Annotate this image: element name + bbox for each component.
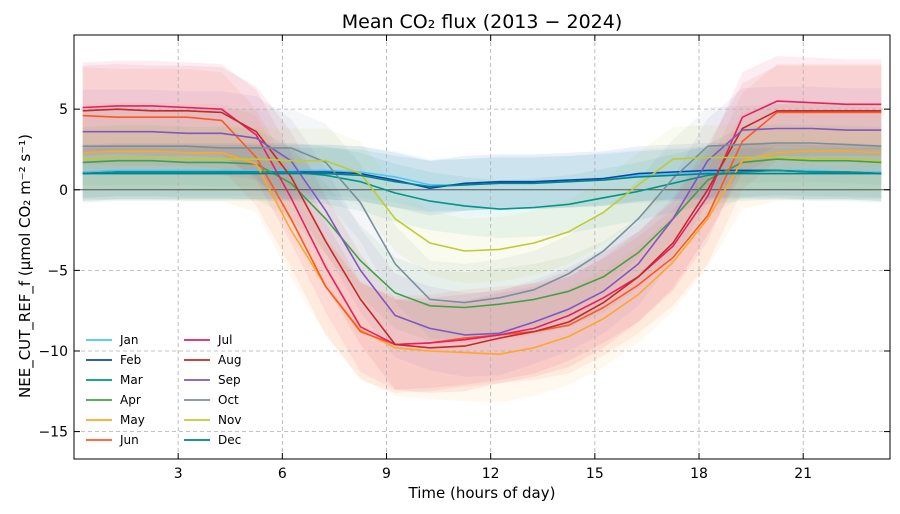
series-line-sep xyxy=(82,127,882,336)
x-tick-label: 12 xyxy=(482,466,500,482)
band-sep xyxy=(82,86,882,377)
legend-item-feb: Feb xyxy=(86,353,141,367)
band-aug xyxy=(82,64,882,393)
legend-item-jun: Jun xyxy=(86,433,139,447)
y-axis-label: NEE_CUT_REF_f (μmol CO₂ m⁻² s⁻¹) xyxy=(16,134,35,398)
legend: Jan Feb Mar Apr May Jun Jul Aug Sep Oct Nov Dec xyxy=(86,333,241,447)
legend-label: Jul xyxy=(217,333,232,347)
legend-label: Mar xyxy=(120,373,143,387)
series-line-mar xyxy=(82,169,882,210)
grid xyxy=(74,35,890,459)
y-tick-label: −10 xyxy=(38,344,68,360)
legend-label: Sep xyxy=(218,373,241,387)
y-tick-label: 0 xyxy=(59,183,68,199)
legend-label: Aug xyxy=(218,353,241,367)
legend-item-oct: Oct xyxy=(184,393,239,407)
x-tick-label: 3 xyxy=(174,466,183,482)
x-tick-label: 18 xyxy=(690,466,708,482)
series-line-apr xyxy=(82,158,882,309)
series-lines xyxy=(82,100,882,356)
series-line-aug xyxy=(82,108,882,349)
y-tick-label: −15 xyxy=(38,425,68,441)
band-jul xyxy=(82,56,882,390)
legend-label: May xyxy=(120,413,145,427)
x-axis-label: Time (hours of day) xyxy=(408,484,556,502)
legend-label: Feb xyxy=(120,353,141,367)
legend-item-mar: Mar xyxy=(86,373,143,387)
legend-item-jul: Jul xyxy=(184,333,232,347)
series-line-may xyxy=(82,150,882,356)
x-tick-label: 6 xyxy=(278,466,287,482)
x-tick-label: 9 xyxy=(382,466,391,482)
legend-label: Apr xyxy=(120,393,141,407)
legend-item-jan: Jan xyxy=(86,333,139,347)
chart-title: Mean CO₂ flux (2013 − 2024) xyxy=(342,11,623,33)
legend-item-sep: Sep xyxy=(184,373,241,387)
legend-label: Oct xyxy=(218,393,239,407)
legend-item-apr: Apr xyxy=(86,393,141,407)
legend-item-dec: Dec xyxy=(184,433,241,447)
legend-label: Dec xyxy=(218,433,241,447)
legend-label: Jun xyxy=(119,433,139,447)
legend-item-aug: Aug xyxy=(184,353,241,367)
axis-ticks: 3 6 9 12 15 18 21 5 0 −5 −10 −15 xyxy=(38,35,890,482)
band-jun xyxy=(82,64,882,393)
x-tick-label: 21 xyxy=(794,466,812,482)
series-line-dec xyxy=(82,172,882,188)
x-tick-label: 15 xyxy=(586,466,604,482)
legend-item-may: May xyxy=(86,413,145,427)
series-line-oct xyxy=(82,142,882,304)
legend-label: Jan xyxy=(119,333,139,347)
y-tick-label: 5 xyxy=(59,102,68,118)
plot-frame xyxy=(73,34,891,460)
legend-item-nov: Nov xyxy=(184,413,241,427)
series-line-jul xyxy=(82,100,882,346)
legend-label: Nov xyxy=(218,413,241,427)
y-tick-label: −5 xyxy=(47,263,68,279)
series-line-nov xyxy=(82,156,882,252)
